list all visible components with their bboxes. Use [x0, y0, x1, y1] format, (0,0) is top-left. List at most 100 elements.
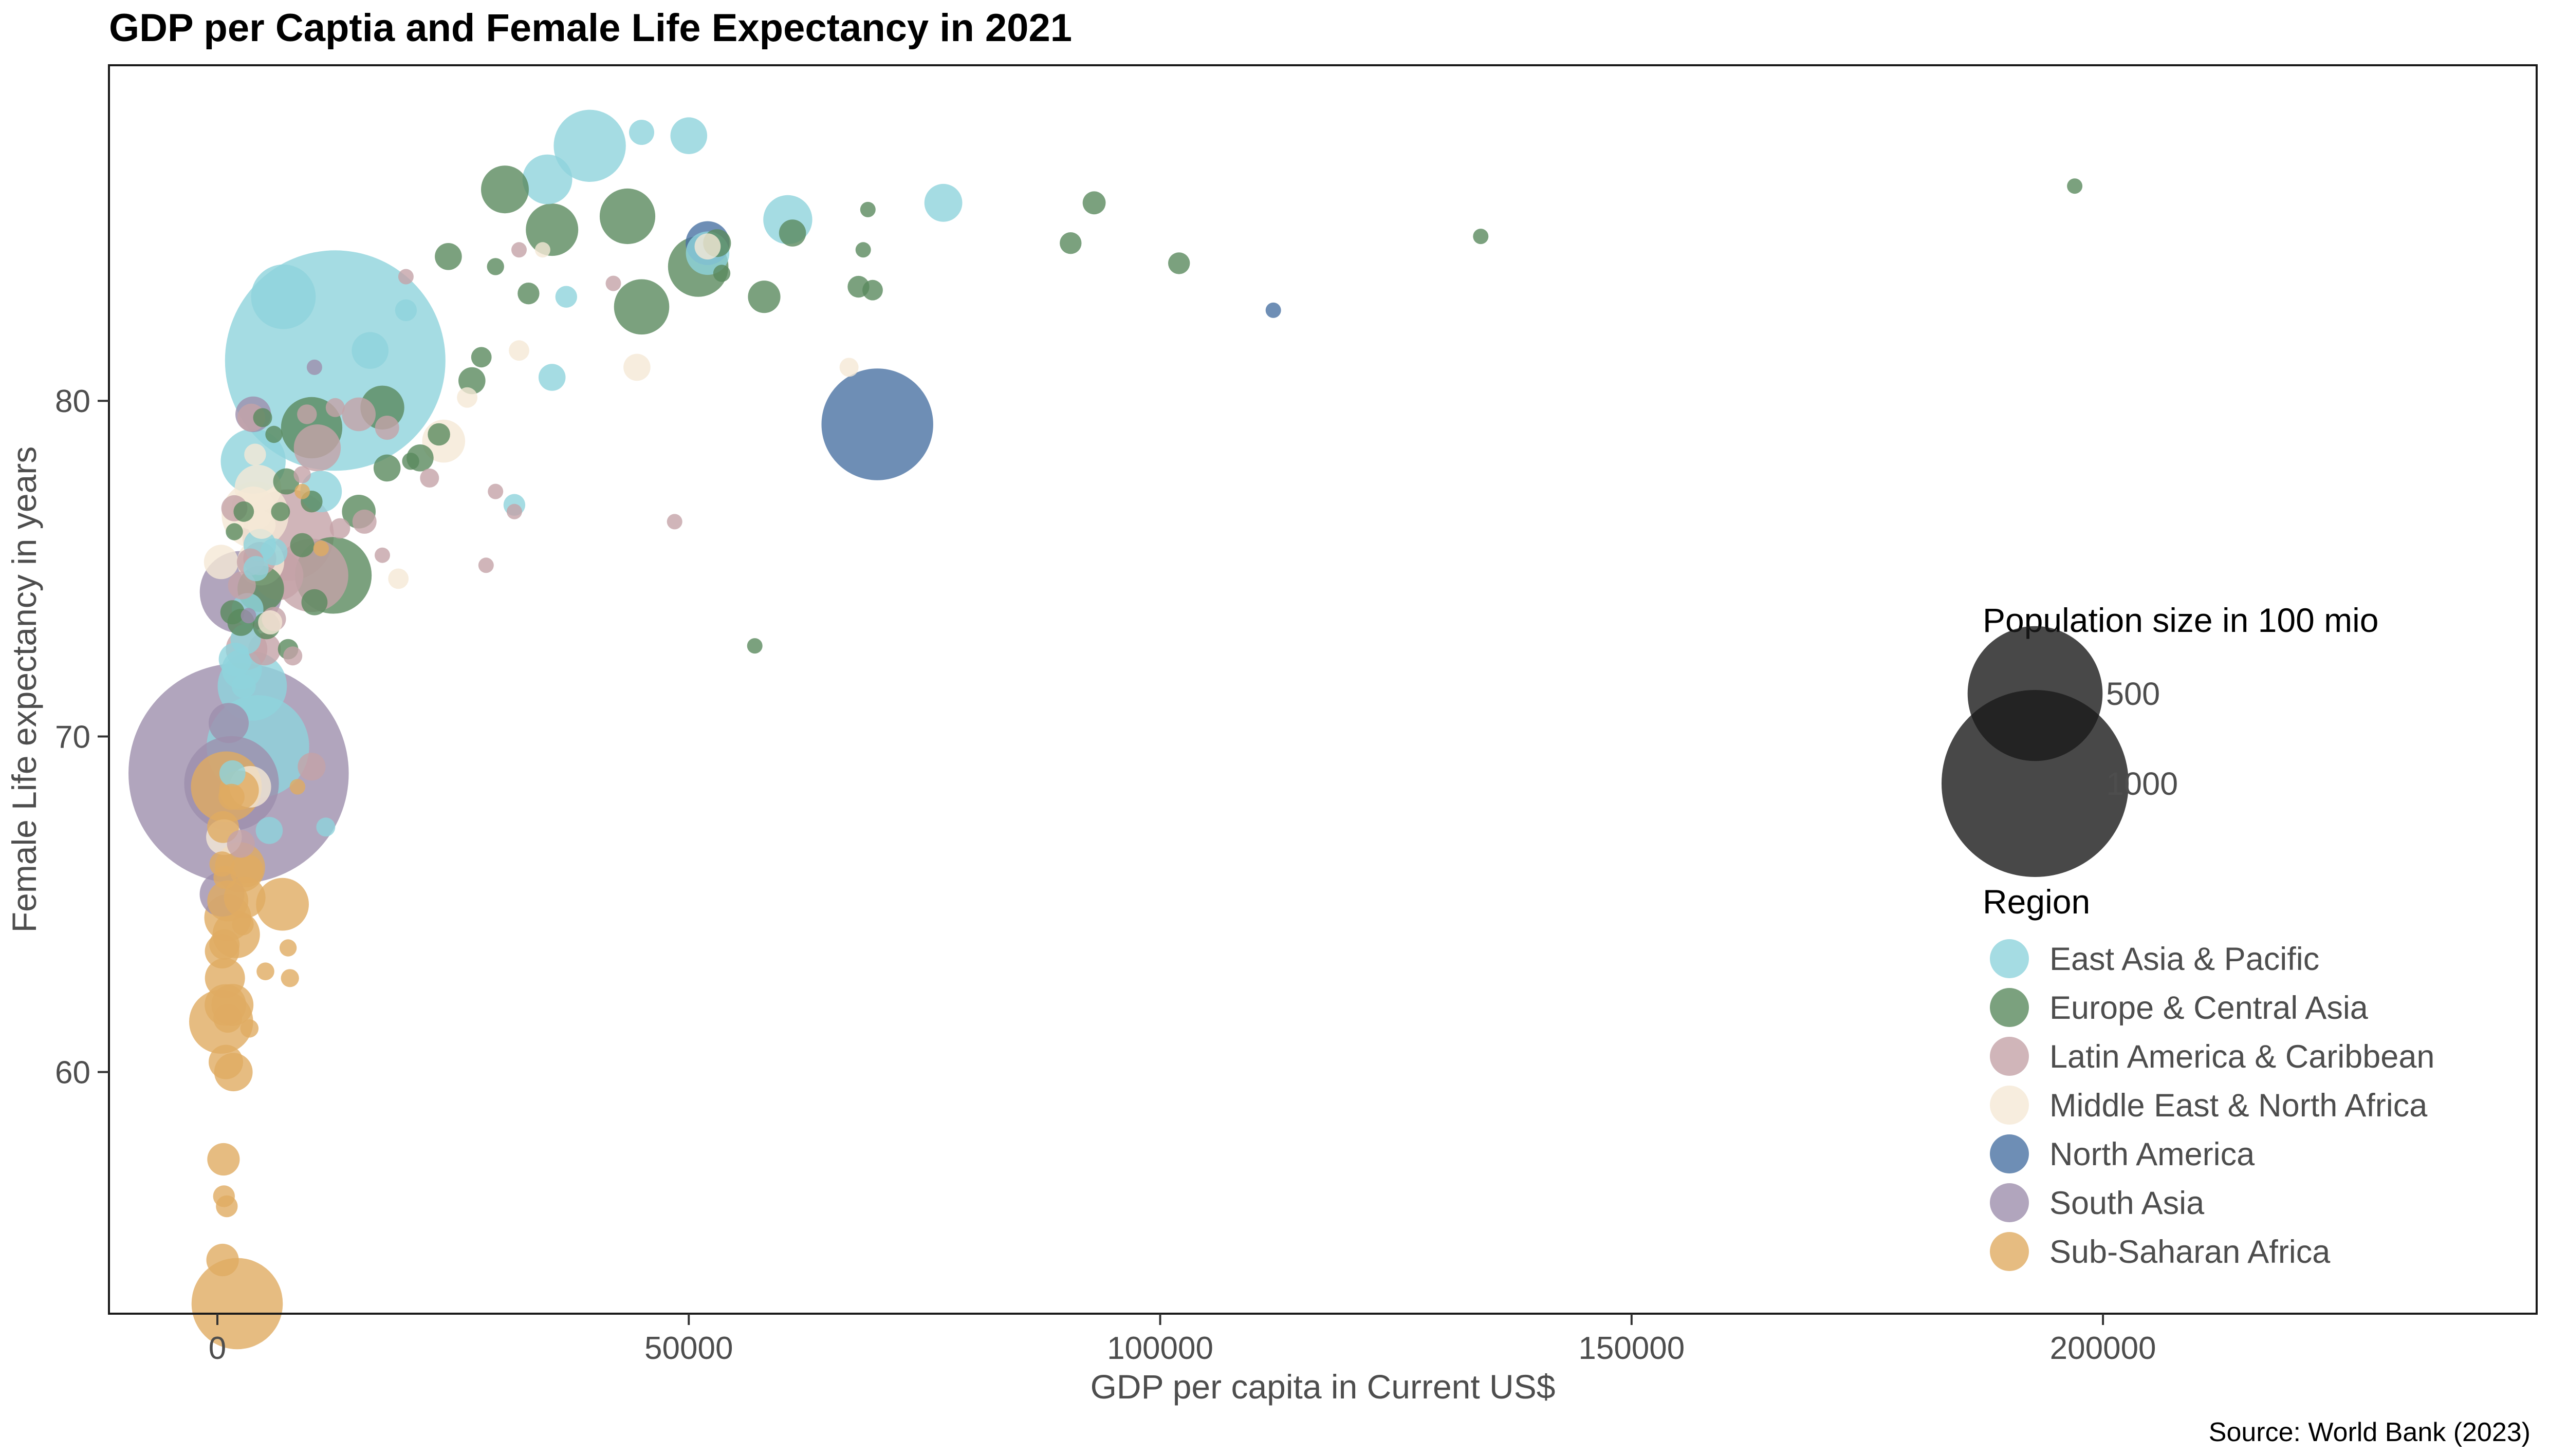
data-point [509, 340, 529, 361]
data-point [297, 404, 317, 424]
y-axis-label: Female Life expectancy in years [5, 446, 43, 932]
points-layer [128, 109, 2083, 1350]
y-axis: 60 70 80 [55, 384, 109, 1091]
y-tick-label: 80 [55, 384, 90, 419]
y-tick-label: 70 [55, 719, 90, 755]
data-point [614, 279, 670, 335]
data-point [251, 264, 316, 329]
data-point [325, 398, 345, 417]
data-point [538, 364, 566, 391]
data-point [342, 397, 376, 432]
data-point [316, 817, 336, 837]
data-point [191, 1258, 283, 1350]
data-point [518, 283, 540, 305]
data-point [313, 540, 329, 556]
legend-swatch [1990, 1086, 2029, 1125]
data-point [373, 454, 401, 482]
data-point [511, 242, 527, 258]
data-point [779, 219, 806, 247]
data-point [747, 638, 763, 654]
data-point [289, 779, 306, 795]
x-axis-label: GDP per capita in Current US$ [1091, 1368, 1556, 1406]
data-point [488, 483, 504, 499]
data-point [209, 703, 249, 743]
data-point [298, 753, 326, 781]
data-point [218, 783, 245, 810]
x-tick-label: 200000 [2050, 1331, 2156, 1366]
data-point [209, 929, 240, 960]
data-point [258, 610, 283, 634]
data-point [256, 878, 309, 931]
data-point [233, 501, 254, 522]
legend-label: South Asia [2049, 1185, 2205, 1221]
data-point [1082, 191, 1106, 215]
chart-title: GDP per Captia and Female Life Expectanc… [109, 6, 1072, 50]
data-point [283, 646, 303, 666]
data-point [281, 969, 299, 987]
data-point [220, 600, 245, 625]
data-point [375, 547, 390, 563]
data-point [213, 1004, 243, 1033]
data-point [471, 347, 492, 368]
data-point [458, 367, 486, 395]
x-tick-label: 50000 [644, 1331, 733, 1366]
legend-label: North America [2049, 1136, 2255, 1172]
data-point [207, 1143, 240, 1176]
data-point [924, 183, 963, 222]
data-point [457, 387, 477, 408]
legend-label: Middle East & North Africa [2049, 1088, 2428, 1124]
data-point [860, 201, 876, 217]
data-point [206, 1243, 239, 1277]
data-point [248, 511, 276, 539]
data-point [428, 423, 450, 446]
legend-label: Sub-Saharan Africa [2049, 1234, 2331, 1270]
data-point [713, 265, 731, 282]
size-legend-items: 500 1000 [1942, 626, 2178, 877]
data-point [388, 568, 409, 589]
legend-swatch [1990, 939, 2029, 978]
data-point [1265, 302, 1281, 318]
data-point [748, 281, 781, 313]
data-point [301, 589, 328, 615]
data-point [273, 468, 300, 495]
size-legend-circle [1942, 690, 2129, 877]
data-point [670, 117, 708, 154]
data-point [435, 243, 462, 270]
data-point [487, 258, 504, 275]
data-point [629, 120, 654, 145]
data-point [605, 275, 621, 291]
data-point [256, 962, 274, 980]
data-point [599, 188, 656, 245]
data-point [526, 203, 579, 256]
data-point [420, 469, 439, 488]
data-point [244, 443, 266, 465]
data-point [398, 269, 414, 285]
data-point [506, 503, 522, 519]
data-point [271, 502, 290, 521]
data-point [205, 958, 245, 998]
data-point [821, 368, 933, 480]
data-point [481, 165, 529, 214]
data-point [534, 242, 550, 258]
data-point [839, 358, 859, 377]
data-point [230, 854, 263, 887]
data-point [232, 913, 254, 936]
data-point [402, 453, 419, 470]
legend-label: Latin America & Caribbean [2049, 1039, 2434, 1075]
data-point [694, 233, 721, 260]
data-point [294, 483, 310, 499]
data-point [352, 332, 389, 369]
data-point [293, 466, 311, 483]
legend-label: Europe & Central Asia [2049, 990, 2369, 1026]
data-point [855, 242, 871, 258]
data-point [241, 608, 256, 624]
y-tick-label: 60 [55, 1055, 90, 1091]
data-point [290, 533, 315, 557]
data-point [253, 408, 272, 427]
data-point [227, 830, 255, 858]
chart-caption: Source: World Bank (2023) [2209, 1417, 2530, 1447]
data-point [209, 1044, 243, 1079]
data-point [204, 545, 238, 580]
legend-swatch [1990, 1037, 2029, 1076]
